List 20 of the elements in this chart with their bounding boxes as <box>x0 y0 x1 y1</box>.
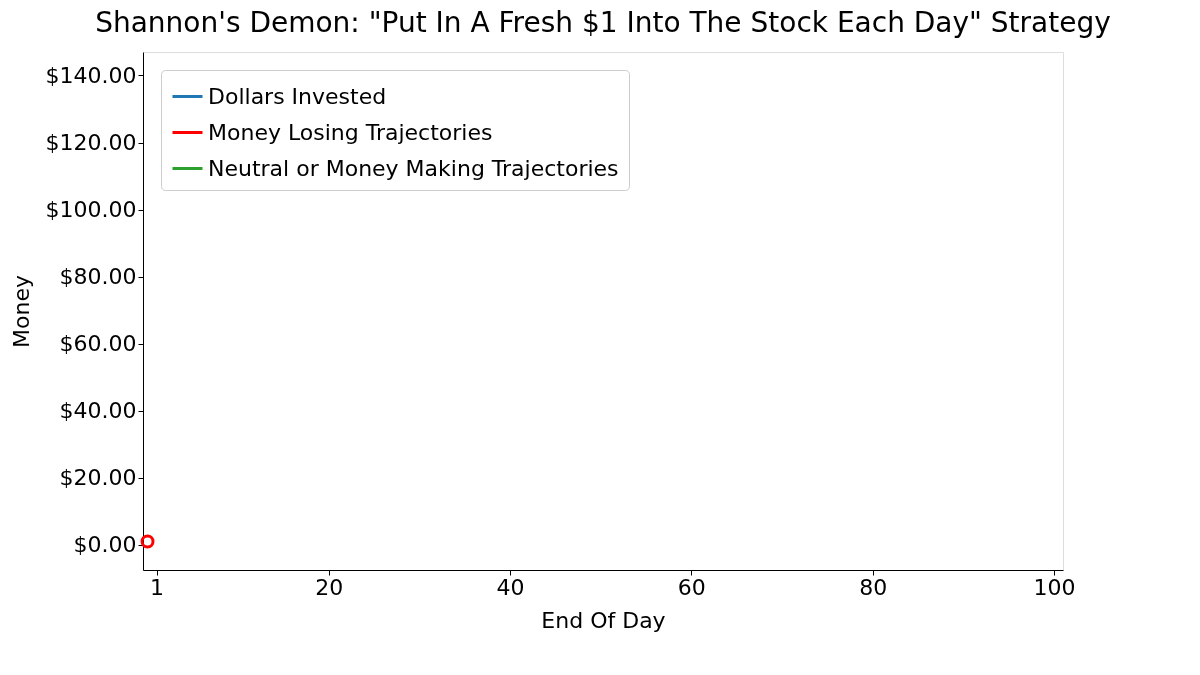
y-tick-label: $20.00 <box>59 465 137 491</box>
y-tick-label: $40.00 <box>59 398 137 424</box>
y-tick-label: $60.00 <box>59 331 137 357</box>
y-tick-label: $0.00 <box>73 532 137 558</box>
x-tick-label: 40 <box>496 574 525 600</box>
x-tick-label: 20 <box>315 574 344 600</box>
x-tick-label: 60 <box>677 574 706 600</box>
x-tick-label: 1 <box>150 574 165 600</box>
x-tick-label: 100 <box>1033 574 1076 600</box>
y-axis-title: Money <box>8 275 34 348</box>
x-axis-title: End Of Day <box>541 607 666 633</box>
x-tick-label: 80 <box>859 574 888 600</box>
y-tick-label: $100.00 <box>45 197 137 223</box>
y-tick-label: $80.00 <box>59 264 137 290</box>
legend-label: Dollars Invested <box>208 83 387 109</box>
y-tick-label: $140.00 <box>45 62 137 88</box>
y-tick-label: $120.00 <box>45 130 137 156</box>
chart-title: Shannon's Demon: "Put In A Fresh $1 Into The Stock Each Day" Strategy <box>95 6 1111 39</box>
legend-label: Neutral or Money Making Trajectories <box>208 155 619 181</box>
legend-label: Money Losing Trajectories <box>208 119 493 145</box>
